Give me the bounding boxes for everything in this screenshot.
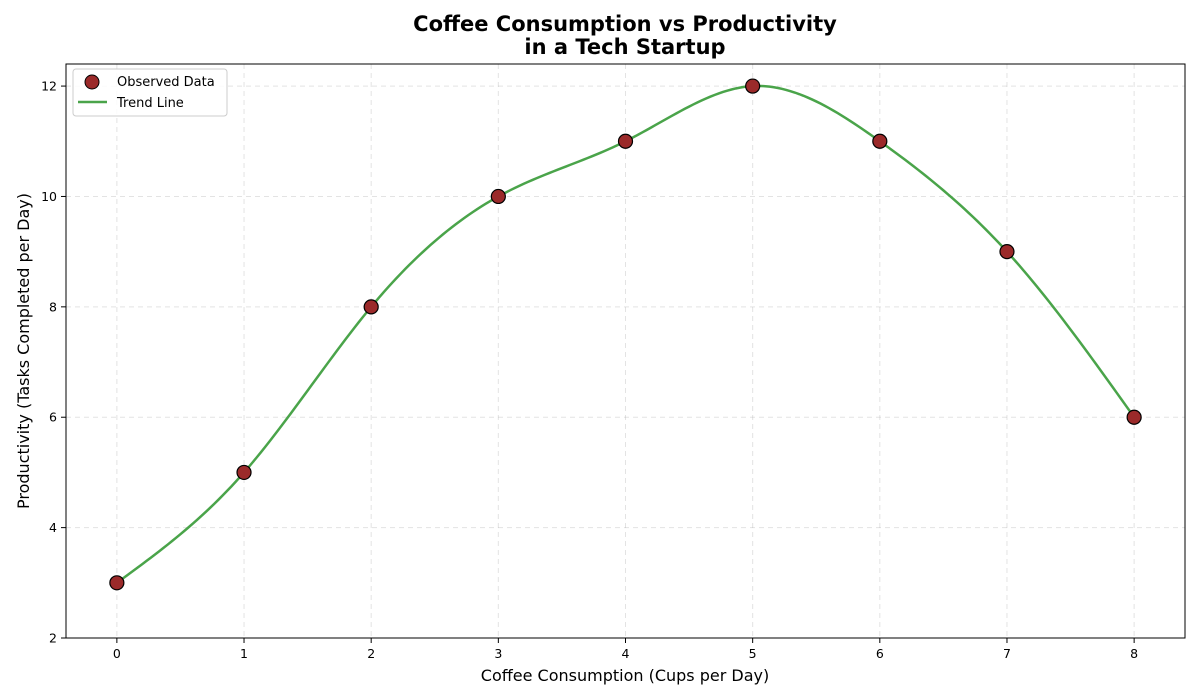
chart-subtitle: in a Tech Startup	[524, 35, 725, 59]
legend: Observed Data Trend Line	[72, 68, 228, 117]
data-point	[872, 133, 888, 149]
x-tick-label: 5	[749, 646, 757, 661]
x-tick-label: 1	[240, 646, 248, 661]
grid	[66, 64, 1185, 639]
y-tick-label: 12	[41, 79, 57, 94]
legend-box	[72, 68, 228, 117]
data-point	[1126, 409, 1142, 425]
x-axis-label: Coffee Consumption (Cups per Day)	[481, 666, 769, 685]
y-tick-label: 2	[49, 631, 57, 646]
x-tick-label: 0	[113, 646, 121, 661]
data-point	[236, 464, 252, 481]
legend-label-observed: Observed Data	[117, 75, 215, 90]
x-tick-label: 4	[622, 646, 630, 661]
data-point	[617, 133, 634, 149]
y-tick-label: 8	[49, 299, 57, 314]
chart-title: Coffee Consumption vs Productivity	[413, 12, 837, 36]
observed-points-layer	[109, 78, 1142, 591]
data-point	[109, 575, 125, 591]
data-point	[999, 244, 1015, 260]
data-point	[363, 299, 379, 315]
x-tick-label: 6	[876, 646, 884, 661]
y-axis-label: Productivity (Tasks Completed per Day)	[14, 193, 33, 509]
y-tick-label: 10	[41, 189, 57, 204]
data-point	[490, 188, 506, 205]
y-tick-label: 4	[49, 520, 57, 535]
x-tick-label: 8	[1130, 646, 1138, 661]
x-tick-label: 2	[367, 646, 375, 661]
data-point	[745, 78, 761, 94]
x-tick-label: 7	[1003, 646, 1011, 661]
legend-label-trend: Trend Line	[116, 96, 184, 111]
legend-marker-observed	[84, 74, 100, 90]
x-tick-label: 3	[494, 646, 502, 661]
y-tick-label: 6	[49, 410, 57, 425]
